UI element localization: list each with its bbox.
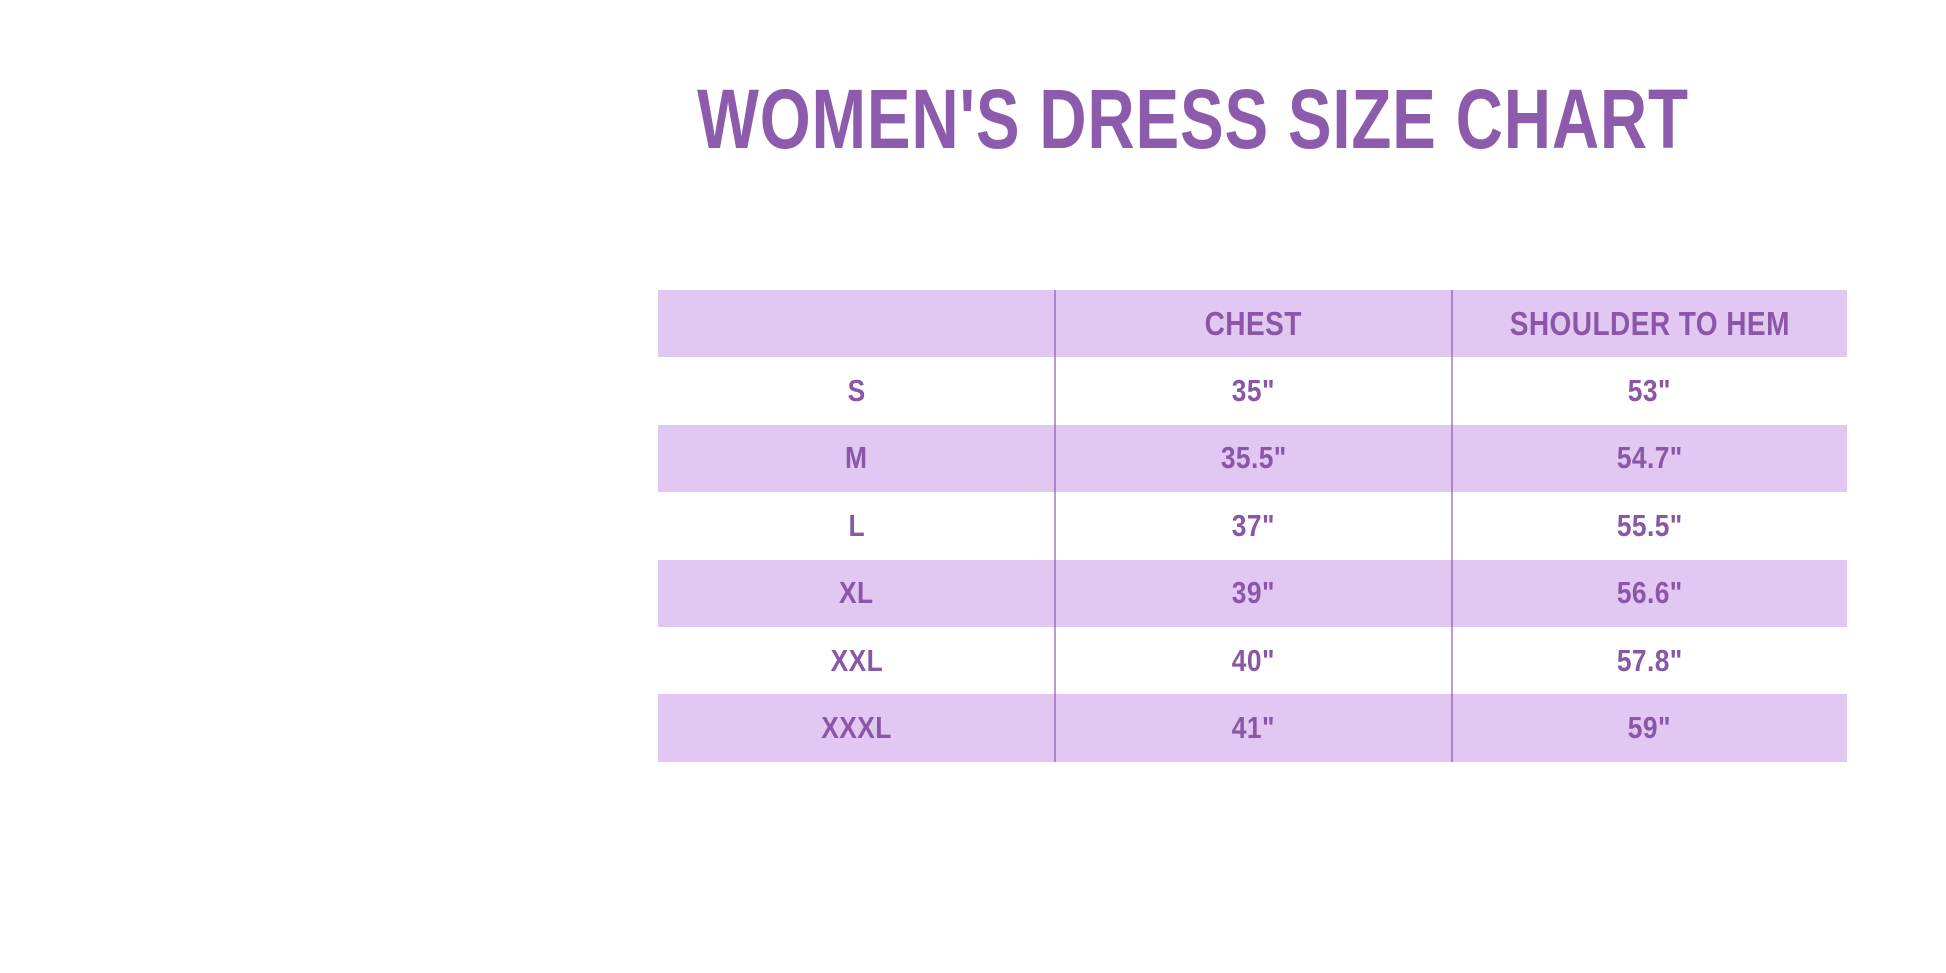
size-value: S	[847, 373, 866, 409]
size-cell: L	[658, 492, 1055, 559]
table-row: XXXL 41" 59"	[658, 694, 1847, 762]
chest-cell: 37"	[1055, 492, 1452, 559]
table-row: XXL 40" 57.8"	[658, 627, 1847, 694]
size-cell: XXL	[658, 627, 1055, 694]
size-value: L	[848, 507, 865, 543]
header-shoulder-to-hem-label: SHOULDER TO HEM	[1509, 304, 1790, 342]
shoulder-to-hem-cell: 56.6"	[1452, 560, 1847, 627]
table-row: L 37" 55.5"	[658, 492, 1847, 559]
header-cell-shoulder-to-hem: SHOULDER TO HEM	[1452, 290, 1847, 357]
shoulder-to-hem-cell: 53"	[1452, 357, 1847, 424]
shoulder-to-hem-cell: 57.8"	[1452, 627, 1847, 694]
column-divider	[1451, 290, 1453, 762]
size-value: M	[845, 440, 868, 476]
shoulder-to-hem-value: 56.6"	[1616, 575, 1683, 611]
size-cell: XL	[658, 560, 1055, 627]
header-cell-size	[658, 290, 1055, 357]
chest-value: 40"	[1231, 642, 1276, 678]
chest-value: 37"	[1231, 507, 1276, 543]
chest-cell: 35"	[1055, 357, 1452, 424]
table-row: XL 39" 56.6"	[658, 559, 1847, 627]
shoulder-to-hem-value: 55.5"	[1616, 507, 1683, 543]
size-value: XL	[839, 575, 874, 611]
shoulder-to-hem-cell: 55.5"	[1452, 492, 1847, 559]
size-value: XXXL	[821, 710, 892, 746]
shoulder-to-hem-value: 53"	[1627, 373, 1672, 409]
chest-cell: 41"	[1055, 694, 1452, 761]
chest-cell: 35.5"	[1055, 425, 1452, 492]
chest-value: 35.5"	[1220, 440, 1287, 476]
shoulder-to-hem-cell: 54.7"	[1452, 425, 1847, 492]
size-chart-table: CHEST SHOULDER TO HEM S 35" 53" M 35	[658, 290, 1847, 762]
table-row: M 35.5" 54.7"	[658, 424, 1847, 493]
size-cell: S	[658, 357, 1055, 424]
column-divider	[1054, 290, 1056, 762]
shoulder-to-hem-value: 54.7"	[1616, 440, 1683, 476]
size-value: XXL	[830, 642, 883, 678]
shoulder-to-hem-value: 57.8"	[1616, 642, 1683, 678]
size-cell: M	[658, 425, 1055, 492]
chest-value: 41"	[1231, 710, 1276, 746]
chest-value: 35"	[1231, 373, 1276, 409]
shoulder-to-hem-cell: 59"	[1452, 694, 1847, 761]
chest-value: 39"	[1231, 575, 1276, 611]
page-title: WOMEN'S DRESS SIZE CHART	[697, 72, 1689, 166]
table-header-row: CHEST SHOULDER TO HEM	[658, 290, 1847, 358]
shoulder-to-hem-value: 59"	[1627, 710, 1672, 746]
chest-cell: 40"	[1055, 627, 1452, 694]
chest-cell: 39"	[1055, 560, 1452, 627]
table-row: S 35" 53"	[658, 357, 1847, 424]
size-cell: XXXL	[658, 694, 1055, 761]
header-cell-chest: CHEST	[1055, 290, 1452, 357]
header-chest-label: CHEST	[1204, 304, 1303, 342]
